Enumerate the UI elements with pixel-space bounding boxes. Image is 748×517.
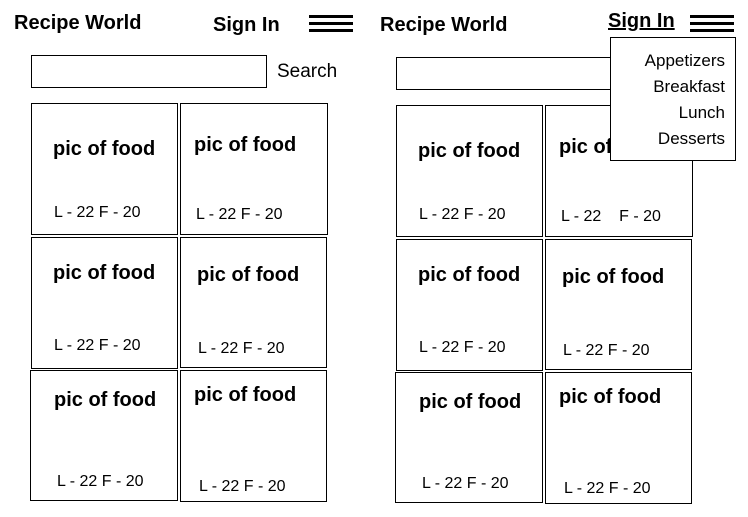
recipe-stats: L - 22 F - 20 bbox=[198, 340, 285, 357]
recipe-stats: L - 22 F - 20 bbox=[561, 208, 661, 225]
recipe-card[interactable]: pic of food L - 22 F - 20 bbox=[396, 105, 543, 237]
recipe-card[interactable]: pic of food L - 22 F - 20 bbox=[545, 239, 692, 370]
search-button[interactable]: Search bbox=[277, 61, 338, 82]
food-image-placeholder: pic of food bbox=[197, 264, 300, 286]
food-image-placeholder: pic of food bbox=[418, 140, 521, 162]
recipe-stats: L - 22 F - 20 bbox=[54, 204, 141, 221]
recipe-stats: L - 22 F - 20 bbox=[57, 473, 144, 490]
sign-in-link[interactable]: Sign In bbox=[213, 14, 280, 36]
menu-item-breakfast[interactable]: Breakfast bbox=[653, 77, 725, 96]
food-image-placeholder: pic of food bbox=[54, 389, 157, 411]
recipe-stats: L - 22 F - 20 bbox=[563, 342, 650, 359]
food-image-placeholder: pic of food bbox=[53, 138, 156, 160]
recipe-card[interactable]: pic of food L - 22 F - 20 bbox=[31, 237, 178, 369]
recipe-card[interactable]: pic of food L - 22 F - 20 bbox=[395, 372, 543, 503]
recipe-stats: L - 22 F - 20 bbox=[419, 206, 506, 223]
menu-icon[interactable] bbox=[309, 15, 353, 35]
recipe-card[interactable]: pic of food L - 22 F - 20 bbox=[30, 370, 178, 501]
recipe-card[interactable]: pic of food L - 22 F - 20 bbox=[180, 103, 328, 235]
sign-in-link[interactable]: Sign In bbox=[608, 10, 675, 32]
recipe-card[interactable]: pic of food L - 22 F - 20 bbox=[396, 239, 543, 371]
search-input[interactable] bbox=[31, 55, 267, 88]
recipe-card[interactable]: pic of food L - 22 F - 20 bbox=[545, 372, 692, 504]
recipe-stats: L - 22 F - 20 bbox=[564, 480, 651, 497]
recipe-stats: L - 22 F - 20 bbox=[54, 337, 141, 354]
recipe-stats: L - 22 F - 20 bbox=[196, 206, 283, 223]
recipe-card[interactable]: pic of food L - 22 F - 20 bbox=[180, 237, 327, 368]
food-image-placeholder: pic of food bbox=[194, 384, 297, 406]
recipe-stats: L - 22 F - 20 bbox=[199, 478, 286, 495]
menu-item-lunch[interactable]: Lunch bbox=[678, 103, 725, 122]
recipe-card[interactable]: pic of food L - 22 F - 20 bbox=[31, 103, 178, 235]
food-image-placeholder: pic of food bbox=[559, 386, 662, 408]
food-image-placeholder: pic of food bbox=[53, 262, 156, 284]
menu-item-appetizers[interactable]: Appetizers bbox=[644, 51, 725, 70]
app-title: Recipe World bbox=[380, 14, 508, 36]
menu-item-desserts[interactable]: Desserts bbox=[657, 129, 725, 148]
category-dropdown-menu: Appetizers Breakfast Lunch Desserts bbox=[610, 37, 736, 161]
menu-icon[interactable] bbox=[690, 15, 734, 35]
search-input[interactable] bbox=[396, 57, 632, 90]
food-image-placeholder: pic of food bbox=[419, 391, 522, 413]
recipe-stats: L - 22 F - 20 bbox=[419, 339, 506, 356]
recipe-stats: L - 22 F - 20 bbox=[422, 475, 509, 492]
recipe-card[interactable]: pic of food L - 22 F - 20 bbox=[180, 370, 327, 502]
food-image-placeholder: pic of food bbox=[562, 266, 665, 288]
food-image-placeholder: pic of food bbox=[194, 134, 297, 156]
food-image-placeholder: pic of food bbox=[418, 264, 521, 286]
app-title: Recipe World bbox=[14, 12, 142, 34]
